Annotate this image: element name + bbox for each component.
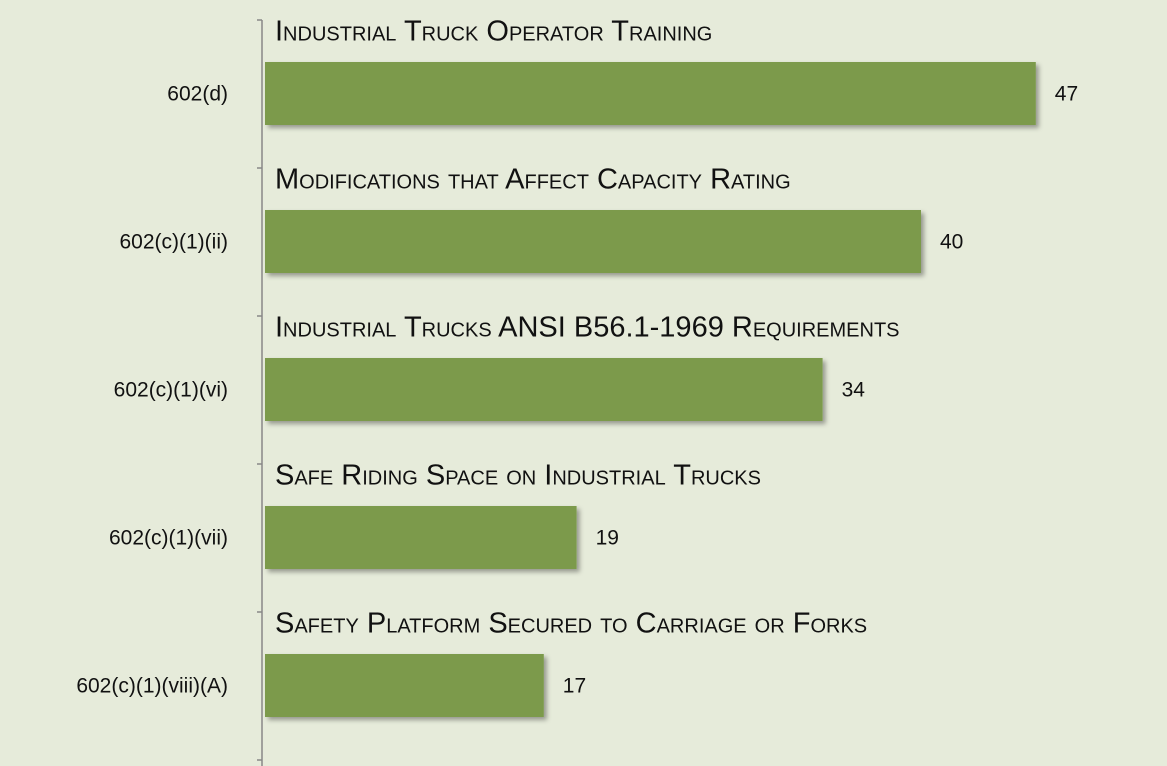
value-label: 47 xyxy=(1055,83,1078,106)
bar xyxy=(265,506,577,569)
category-description: Modifications that Affect Capacity Ratin… xyxy=(275,164,791,196)
value-label: 34 xyxy=(842,379,866,402)
category-description: Safe Riding Space on Industrial Trucks xyxy=(275,460,761,492)
value-label: 40 xyxy=(940,231,963,254)
category-label: 602(c)(1)(vi) xyxy=(114,379,228,402)
value-label: 17 xyxy=(563,675,586,698)
bar xyxy=(265,654,544,717)
category-description: Industrial Trucks ANSI B56.1-1969 Requir… xyxy=(275,312,900,344)
category-label: 602(c)(1)(ii) xyxy=(119,231,228,254)
bar xyxy=(265,210,921,273)
value-label: 19 xyxy=(596,527,619,550)
category-label: 602(c)(1)(viii)(A) xyxy=(76,675,228,698)
category-description: Industrial Truck Operator Training xyxy=(275,16,712,48)
bar xyxy=(265,62,1036,125)
category-label: 602(d) xyxy=(167,83,228,106)
category-description: Safety Platform Secured to Carriage or F… xyxy=(275,608,867,640)
category-label: 602(c)(1)(vii) xyxy=(109,527,228,550)
bar xyxy=(265,358,823,421)
